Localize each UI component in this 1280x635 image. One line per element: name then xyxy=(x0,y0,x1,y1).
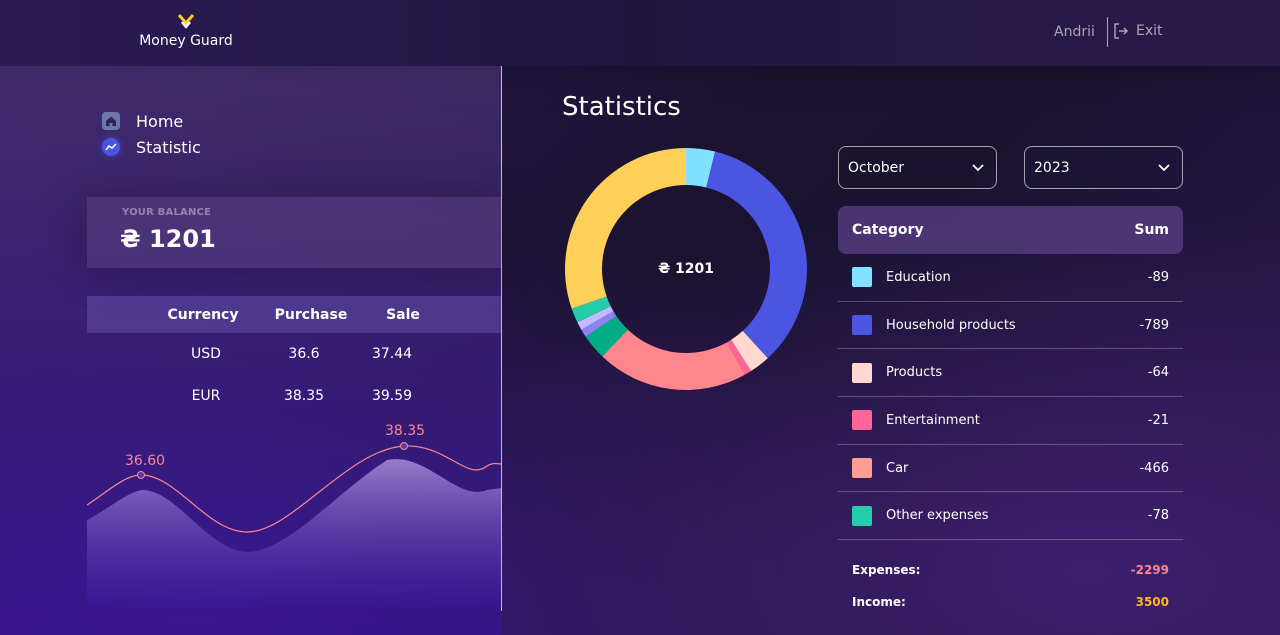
category-name: Household products xyxy=(886,317,1016,333)
table-row: Household products -789 xyxy=(838,302,1183,350)
expenses-value: -2299 xyxy=(1130,563,1169,577)
col-header-sum: Sum xyxy=(1134,222,1169,238)
income-value: 3500 xyxy=(1135,595,1169,609)
nav-label-statistic: Statistic xyxy=(136,137,201,157)
chart-point-usd xyxy=(137,471,145,479)
category-name: Education xyxy=(886,269,951,285)
category-sum: -64 xyxy=(1147,365,1169,381)
expenses-donut-chart: ₴ 1201 xyxy=(565,148,807,390)
sidebar-divider xyxy=(501,66,502,611)
donut-slice-0 xyxy=(686,148,716,188)
expenses-label: Expenses: xyxy=(852,563,921,577)
col-header-purchase: Purchase xyxy=(274,306,348,323)
currency-code: USD xyxy=(191,346,221,362)
donut-slice-8 xyxy=(571,296,611,323)
category-swatch xyxy=(852,505,872,526)
user-name: Andrii xyxy=(1054,24,1095,40)
currency-chart: 36.60 38.35 xyxy=(86,420,502,608)
donut-slice-3 xyxy=(726,339,751,375)
month-select-value: October xyxy=(848,159,905,176)
table-row: USD 36.6 37.44 xyxy=(87,333,501,375)
table-row: Education -89 xyxy=(838,254,1183,302)
nav-label-home: Home xyxy=(136,111,184,131)
donut-slice-1 xyxy=(706,151,807,359)
donut-slice-5 xyxy=(585,315,628,357)
chart-label-usd: 36.60 xyxy=(125,453,166,469)
nav-item-statistic[interactable]: Statistic xyxy=(102,134,201,160)
exit-label: Exit xyxy=(1136,23,1163,39)
expenses-total-row: Expenses: -2299 xyxy=(838,554,1183,586)
balance-card: YOUR BALANCE ₴ 1201 xyxy=(87,197,501,268)
table-row: Entertainment -21 xyxy=(838,397,1183,445)
balance-label: YOUR BALANCE xyxy=(122,207,212,218)
chevron-down-icon xyxy=(1158,163,1170,171)
exit-icon xyxy=(1114,23,1129,39)
category-swatch xyxy=(852,410,872,431)
app-header: Money Guard Andrii Exit xyxy=(0,0,1280,66)
table-row: Car -466 xyxy=(838,445,1183,493)
category-name: Products xyxy=(886,365,943,381)
donut-slice-6 xyxy=(581,311,617,337)
col-header-category: Category xyxy=(852,222,924,238)
app-logo[interactable]: Money Guard xyxy=(136,12,236,49)
chart-point-eur xyxy=(400,442,408,450)
logo-icon xyxy=(177,14,195,29)
category-swatch xyxy=(852,315,872,336)
home-icon xyxy=(102,112,120,130)
col-header-currency: Currency xyxy=(167,306,239,323)
table-row: Products -64 xyxy=(838,349,1183,398)
purchase-rate: 38.35 xyxy=(283,388,325,404)
currency-chart-svg xyxy=(86,442,502,608)
month-select[interactable]: October xyxy=(838,146,997,189)
category-sum: -78 xyxy=(1147,508,1169,524)
category-table-header: Category Sum xyxy=(838,206,1183,254)
exit-button[interactable]: Exit xyxy=(1112,22,1163,40)
nav-item-home[interactable]: Home xyxy=(102,108,201,134)
sale-rate: 39.59 xyxy=(371,388,413,404)
statistic-icon xyxy=(102,138,120,156)
category-name: Car xyxy=(886,460,909,476)
page-title: Statistics xyxy=(562,92,681,122)
app-name: Money Guard xyxy=(139,33,233,49)
col-header-sale: Sale xyxy=(386,306,420,323)
currency-table-header: Currency Purchase Sale xyxy=(87,296,501,333)
chart-area xyxy=(87,459,501,608)
donut-slice-2 xyxy=(731,330,768,372)
income-total-row: Income: 3500 xyxy=(838,586,1183,618)
year-select-value: 2023 xyxy=(1034,159,1070,176)
sidebar-nav: Home Statistic xyxy=(102,108,201,160)
currency-table: Currency Purchase Sale USD 36.6 37.44 EU… xyxy=(87,296,501,417)
category-name: Other expenses xyxy=(886,508,989,524)
donut-slice-4 xyxy=(602,329,746,390)
table-row: Other expenses -78 xyxy=(838,492,1183,541)
category-sum: -789 xyxy=(1139,317,1169,333)
category-table: Category Sum Education -89 Household pro… xyxy=(838,206,1183,541)
category-name: Entertainment xyxy=(886,412,980,428)
donut-center-total: ₴ 1201 xyxy=(658,261,714,277)
category-sum: -21 xyxy=(1147,412,1169,428)
category-swatch xyxy=(852,362,872,383)
purchase-rate: 36.6 xyxy=(288,346,320,362)
category-sum: -89 xyxy=(1147,269,1169,285)
donut-slice-9 xyxy=(565,148,686,309)
year-select[interactable]: 2023 xyxy=(1024,146,1183,189)
currency-code: EUR xyxy=(191,388,221,404)
income-label: Income: xyxy=(852,595,906,609)
header-divider xyxy=(1107,17,1108,47)
chevron-down-icon xyxy=(972,163,984,171)
chart-label-eur: 38.35 xyxy=(385,423,426,439)
donut-slice-7 xyxy=(577,306,614,330)
sale-rate: 37.44 xyxy=(371,346,413,362)
totals-summary: Expenses: -2299 Income: 3500 xyxy=(838,554,1183,618)
table-row: EUR 38.35 39.59 xyxy=(87,375,501,417)
category-swatch xyxy=(852,267,872,288)
category-sum: -466 xyxy=(1139,460,1169,476)
balance-value: ₴ 1201 xyxy=(120,225,216,253)
donut-svg xyxy=(565,148,807,390)
category-swatch xyxy=(852,458,872,479)
